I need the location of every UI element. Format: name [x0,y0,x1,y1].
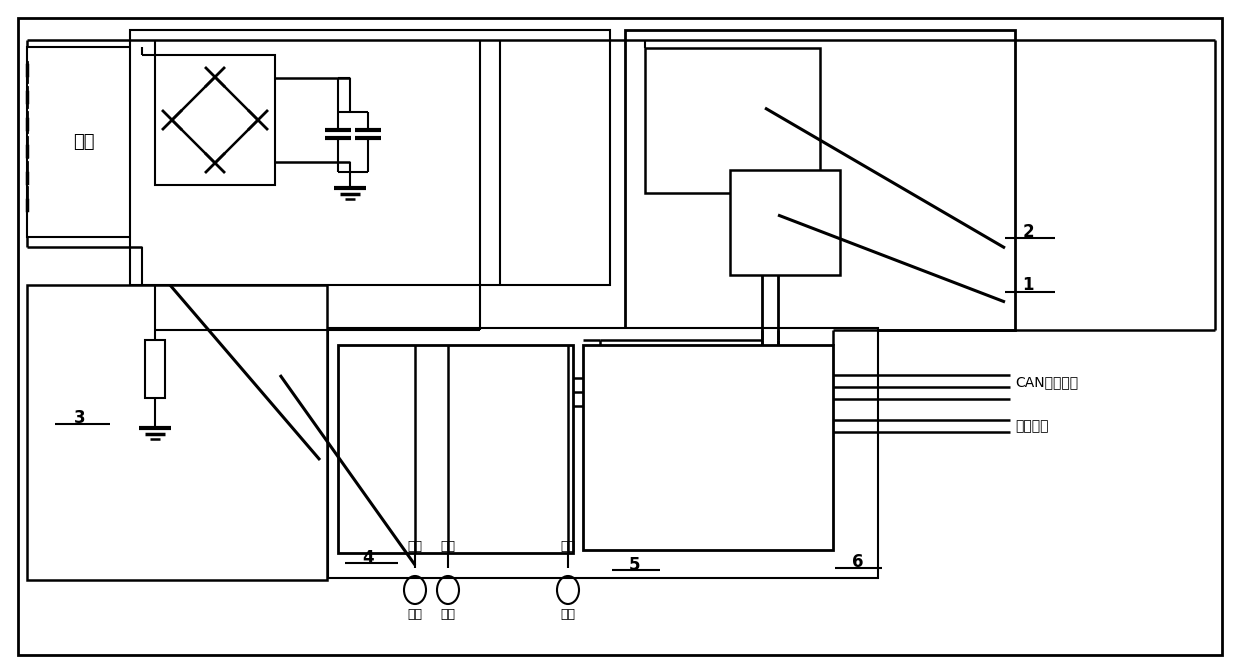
Text: 5: 5 [629,556,641,574]
Text: 温度: 温度 [560,540,575,553]
Text: 无线通讯: 无线通讯 [1015,419,1048,433]
Text: 3: 3 [74,409,85,427]
Text: 采样: 采样 [560,608,575,621]
Bar [338,345,572,553]
Text: 1: 1 [1022,276,1033,294]
Text: CAN总线通讯: CAN总线通讯 [1015,375,1078,389]
Bar [27,285,327,580]
Text: 采样: 采样 [441,608,456,621]
Bar [624,30,1015,330]
Bar [584,345,833,550]
Bar [328,328,878,578]
Text: 采样: 采样 [408,608,422,621]
Text: 振动: 振动 [408,540,422,553]
Text: 2: 2 [1022,223,1033,241]
Text: 噪音: 噪音 [441,540,456,553]
Bar [646,48,820,193]
Bar [145,340,165,398]
Text: 4: 4 [362,549,374,567]
Text: 线圈: 线圈 [73,133,94,151]
Bar [155,55,275,185]
Bar [27,47,142,237]
Text: 6: 6 [852,553,864,571]
Bar [130,30,610,285]
Bar [730,170,840,275]
